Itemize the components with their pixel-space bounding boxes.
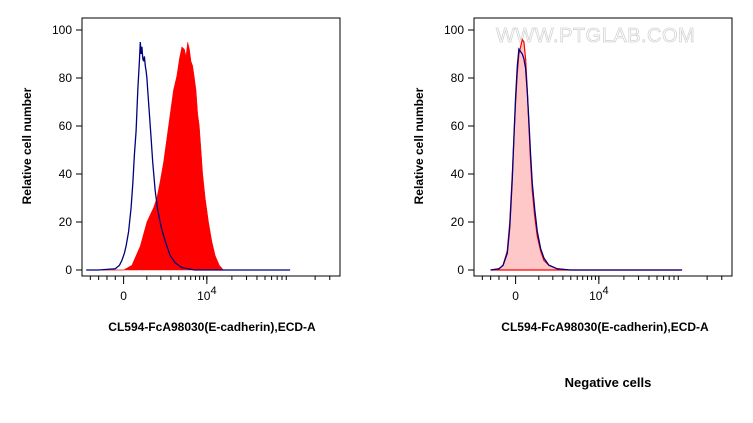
p1-ytick-label-100: 100	[444, 23, 464, 37]
caption-negative-cells: Negative cells	[565, 375, 652, 390]
p1-xtick-label-sup-1: 4	[602, 285, 608, 297]
p1-plot-frame	[473, 17, 733, 277]
p1-ytick-label-60: 60	[451, 119, 465, 133]
p0-xtick-label-sup-1: 4	[210, 285, 216, 297]
p0-xtick-label-0: 0	[120, 289, 127, 303]
p1-series-1-line	[490, 47, 683, 271]
p1-y-axis-title: Relative cell number	[412, 87, 426, 204]
watermark-text: WWW.PTGLAB.COM	[496, 25, 695, 47]
p1-x-axis: 0 104	[481, 276, 723, 303]
p1-series-0-area	[490, 38, 683, 271]
p0-ytick-label-0: 0	[65, 263, 72, 277]
p0-y-axis-title: Relative cell number	[20, 87, 34, 204]
p0-ytick-label-40: 40	[59, 167, 73, 181]
p0-series-0-area	[102, 41, 291, 271]
p1-ytick-label-0: 0	[457, 263, 464, 277]
p1-y-axis: 0 20 40 60 80 100	[444, 23, 474, 277]
p0-series-layer	[86, 41, 291, 271]
p0-y-axis: 0 20 40 60 80 100	[52, 23, 82, 277]
p0-x-axis: 0 104	[89, 276, 331, 303]
p0-ytick-label-100: 100	[52, 23, 72, 37]
histogram-panel-stained: 0 20 40 60 80 100 0 104 Relative cell number C…	[20, 17, 341, 334]
histogram-panel-negative: 0 20 40 60 80 100 0 104 Relative cell number C…	[412, 17, 733, 334]
p0-xtick-label-1: 104	[197, 285, 216, 303]
p1-xtick-label-1: 104	[589, 285, 608, 303]
p0-ytick-label-60: 60	[59, 119, 73, 133]
p0-ytick-label-80: 80	[59, 71, 73, 85]
p1-ytick-label-80: 80	[451, 71, 465, 85]
p0-x-axis-title: CL594-FcA98030(E-cadherin),ECD-A	[108, 320, 316, 334]
p1-x-axis-title: CL594-FcA98030(E-cadherin),ECD-A	[501, 320, 709, 334]
p1-xtick-label-0: 0	[512, 289, 519, 303]
p0-ytick-label-20: 20	[59, 215, 73, 229]
p1-series-layer	[490, 38, 683, 271]
p0-plot-frame	[81, 17, 341, 277]
p1-ytick-label-20: 20	[451, 215, 465, 229]
p0-series-1-line	[86, 41, 291, 271]
p1-ytick-label-40: 40	[451, 167, 465, 181]
